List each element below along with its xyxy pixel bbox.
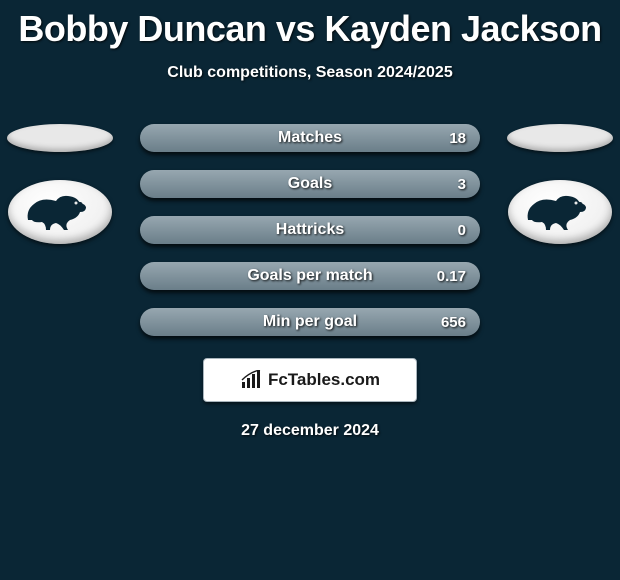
bars-icon <box>240 370 264 390</box>
stat-label: Matches <box>278 129 342 147</box>
subtitle: Club competitions, Season 2024/2025 <box>0 64 620 82</box>
branding-badge: FcTables.com <box>203 358 417 402</box>
player-marker-left <box>7 124 113 152</box>
stat-bar-goals-per-match: Goals per match 0.17 <box>140 262 480 290</box>
branding-text: FcTables.com <box>268 370 380 390</box>
comparison-panel: Matches 18 Goals 3 Hattricks 0 Goals per… <box>0 124 620 440</box>
ram-icon <box>20 190 100 234</box>
stat-bar-goals: Goals 3 <box>140 170 480 198</box>
stat-label: Goals per match <box>247 267 372 285</box>
right-badge-column <box>500 124 620 244</box>
stat-value-right: 0.17 <box>437 268 466 285</box>
page-title: Bobby Duncan vs Kayden Jackson <box>0 0 620 50</box>
date-text: 27 december 2024 <box>0 422 620 440</box>
left-badge-column <box>0 124 120 244</box>
ram-icon <box>520 190 600 234</box>
stat-bar-matches: Matches 18 <box>140 124 480 152</box>
stat-label: Min per goal <box>263 313 357 331</box>
stat-bar-min-per-goal: Min per goal 656 <box>140 308 480 336</box>
stat-value-right: 0 <box>458 222 466 239</box>
club-badge-right <box>508 180 612 244</box>
player-marker-right <box>507 124 613 152</box>
stat-label: Hattricks <box>276 221 344 239</box>
stat-value-right: 3 <box>458 176 466 193</box>
stat-bar-hattricks: Hattricks 0 <box>140 216 480 244</box>
stat-label: Goals <box>288 175 332 193</box>
stat-value-right: 656 <box>441 314 466 331</box>
stat-bars: Matches 18 Goals 3 Hattricks 0 Goals per… <box>140 124 480 336</box>
stat-value-right: 18 <box>449 130 466 147</box>
club-badge-left <box>8 180 112 244</box>
